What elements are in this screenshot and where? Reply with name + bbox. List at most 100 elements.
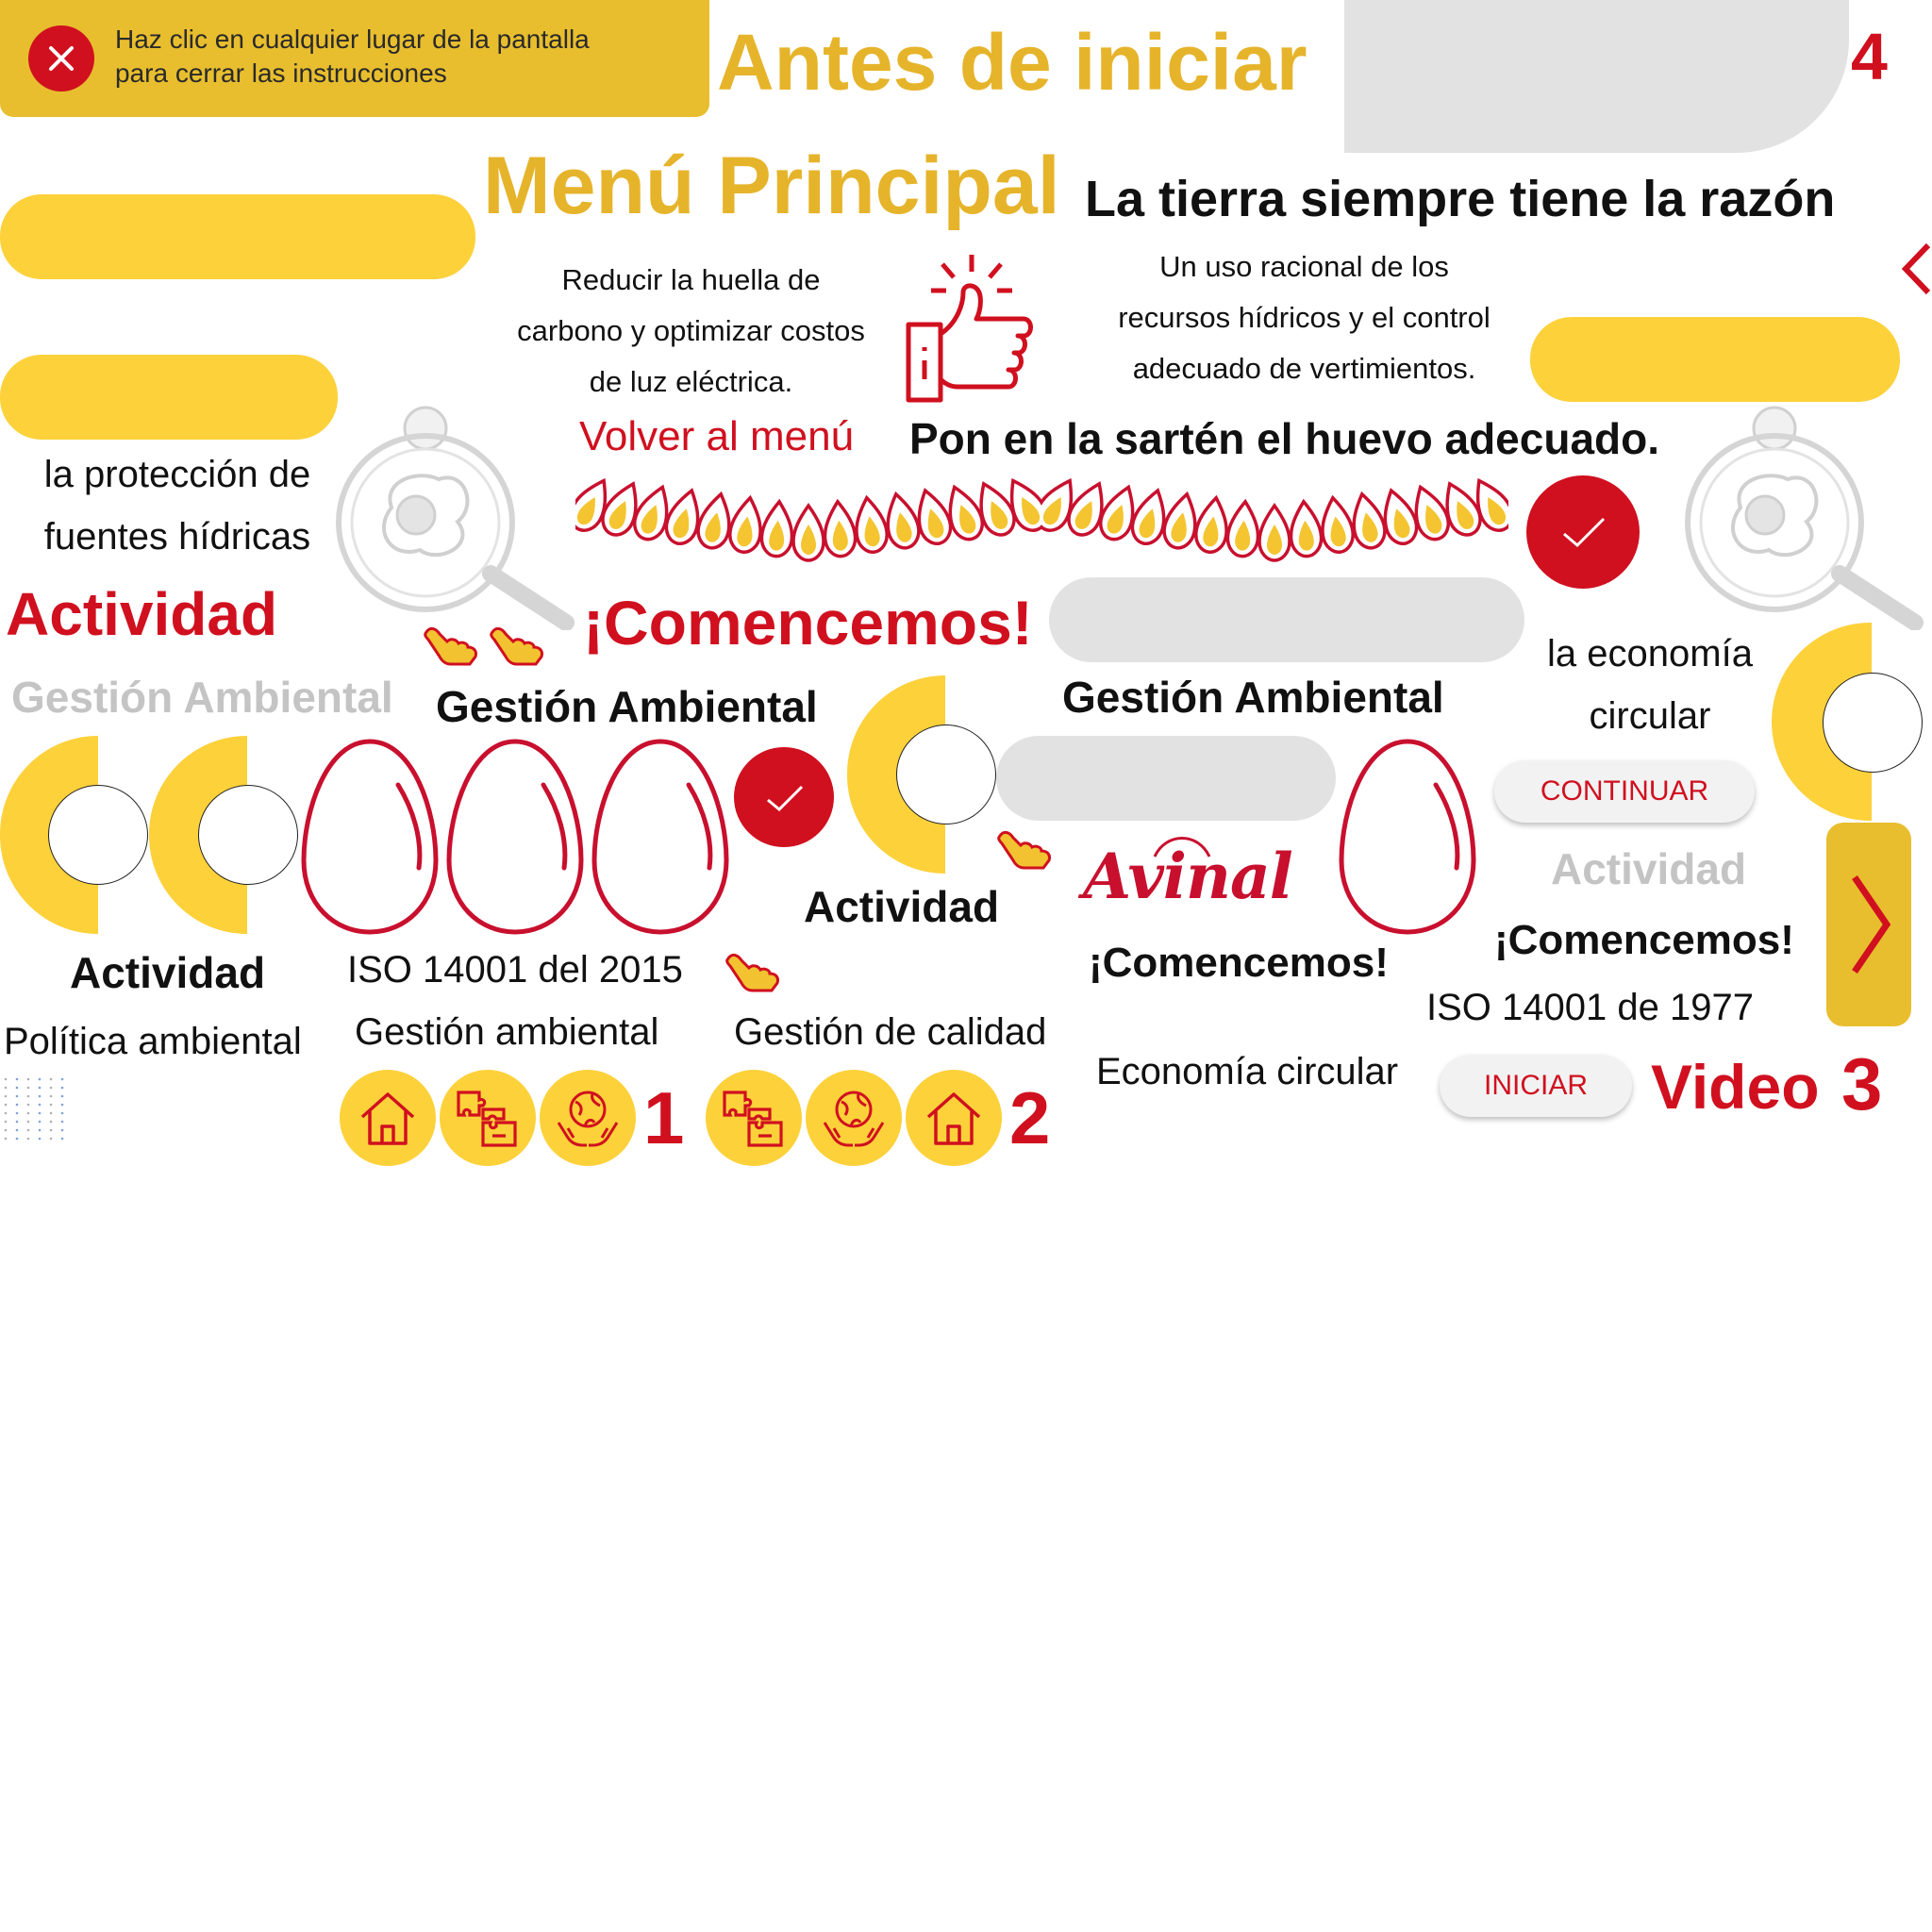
dot <box>60 1094 64 1098</box>
dot <box>26 1120 30 1124</box>
dot <box>49 1103 53 1107</box>
dot <box>38 1128 42 1132</box>
check-icon[interactable] <box>1526 475 1640 589</box>
chevron-left-icon[interactable] <box>1896 236 1932 302</box>
dot <box>60 1128 64 1132</box>
hand-pointer-icon <box>996 826 1057 872</box>
actividad-label: Actividad <box>70 948 266 997</box>
iso-2015-label: ISO 14001 del 2015 <box>347 949 683 991</box>
dot <box>15 1086 19 1090</box>
grey-tab <box>1344 0 1849 153</box>
flame-icon <box>979 481 1016 537</box>
flames-right <box>1041 472 1508 577</box>
hand-pointer-icon <box>724 949 785 994</box>
chevron-right-icon <box>1852 875 1891 974</box>
grey-pill-middle[interactable] <box>996 736 1336 821</box>
iniciar-label: INICIAR <box>1483 1070 1588 1101</box>
globe-hands-badge[interactable] <box>806 1070 902 1166</box>
economia-line-1: la economía <box>1547 633 1753 675</box>
dot <box>26 1103 30 1107</box>
flame-icon <box>1475 477 1508 532</box>
flame-icon <box>886 491 921 550</box>
economia-line-2: circular <box>1589 695 1711 737</box>
dot <box>15 1128 19 1132</box>
uso-line-2: recursos hídricos y el control <box>1118 301 1491 334</box>
avinal-logo-text: Avinal <box>1083 840 1293 913</box>
hand-pointer-icon <box>489 623 549 668</box>
continuar-button[interactable]: CONTINUAR <box>1494 760 1755 823</box>
page-number-2: 2 <box>1009 1076 1051 1159</box>
flame-icon <box>1009 477 1042 532</box>
flame-icon <box>664 488 700 545</box>
actividad-grey: Actividad <box>1551 844 1747 893</box>
dot <box>49 1086 53 1090</box>
egg-outline-icon[interactable] <box>1336 736 1479 938</box>
yellow-pill-right[interactable] <box>1530 317 1900 402</box>
reducir-line-1: Reducir la huella de <box>561 263 821 296</box>
egg-outline-icon[interactable] <box>298 736 441 938</box>
proteccion-line-1: la protección de <box>43 454 311 495</box>
globe-hands-badge[interactable] <box>540 1070 636 1166</box>
instructions-line-2: para cerrar las instrucciones <box>115 58 447 88</box>
flame-icon <box>696 491 731 550</box>
toggle-circle[interactable] <box>896 724 996 824</box>
puzzle-badge[interactable] <box>706 1070 802 1166</box>
toggle-circle[interactable] <box>1823 673 1923 773</box>
toggle-circle[interactable] <box>198 785 298 885</box>
flame-icon <box>1352 491 1387 550</box>
dot <box>38 1137 42 1141</box>
page-number-1: 1 <box>643 1076 685 1159</box>
dot <box>60 1120 64 1124</box>
toggle-circle[interactable] <box>48 785 148 885</box>
avinal-logo: Avinal <box>1075 819 1302 923</box>
instructions-banner[interactable]: Haz clic en cualquier lugar de la pantal… <box>0 0 709 117</box>
uso-line-1: Un uso racional de los <box>1159 250 1449 283</box>
gestion-ambiental-label: Gestión Ambiental <box>436 682 818 731</box>
video-label: Video <box>1651 1052 1820 1122</box>
puzzle-icon <box>723 1091 783 1147</box>
dot <box>4 1077 8 1081</box>
dot <box>49 1077 53 1081</box>
dot <box>4 1111 8 1115</box>
dot <box>38 1103 42 1107</box>
dot <box>60 1103 64 1107</box>
politica-label: Política ambiental <box>4 1021 302 1062</box>
flame-icon <box>823 498 858 558</box>
flame-icon <box>632 484 669 541</box>
check-icon[interactable] <box>734 747 834 847</box>
dot <box>4 1120 8 1124</box>
flame-icon <box>728 494 762 554</box>
flame-icon <box>1383 488 1419 545</box>
dot <box>38 1120 42 1124</box>
yellow-pill-left[interactable] <box>0 355 338 440</box>
home-badge[interactable] <box>906 1070 1002 1166</box>
close-icon[interactable] <box>28 25 94 92</box>
flame-icon <box>855 494 889 554</box>
egg-outline-icon[interactable] <box>443 736 587 938</box>
egg-outline-icon[interactable] <box>589 736 732 938</box>
dot <box>49 1128 53 1132</box>
instructions-line-1: Haz clic en cualquier lugar de la pantal… <box>115 25 590 54</box>
flame-icon <box>1067 481 1104 537</box>
globe-hands-icon <box>557 1091 619 1147</box>
flame-icon <box>1257 502 1291 562</box>
dot <box>26 1128 30 1132</box>
home-badge[interactable] <box>340 1070 436 1166</box>
dot <box>4 1137 8 1141</box>
puzzle-badge[interactable] <box>440 1070 536 1166</box>
yellow-pill-top-left[interactable] <box>0 194 475 279</box>
next-button[interactable] <box>1826 823 1911 1026</box>
flame-icon <box>1445 481 1482 537</box>
flame-icon <box>1194 494 1228 554</box>
volver-menu-link[interactable]: Volver al menú <box>579 413 855 459</box>
gestion-ambiental-option: Gestión ambiental <box>355 1011 659 1053</box>
flame-icon <box>1162 491 1197 550</box>
dot <box>49 1137 53 1141</box>
grey-pill-top[interactable] <box>1049 577 1524 662</box>
dot <box>38 1077 42 1081</box>
dot <box>60 1086 64 1090</box>
dot <box>60 1137 64 1141</box>
iniciar-button[interactable]: INICIAR <box>1440 1055 1632 1117</box>
proteccion-text: la protección de fuentes hídricas <box>17 443 338 568</box>
flame-icon <box>1098 484 1135 541</box>
